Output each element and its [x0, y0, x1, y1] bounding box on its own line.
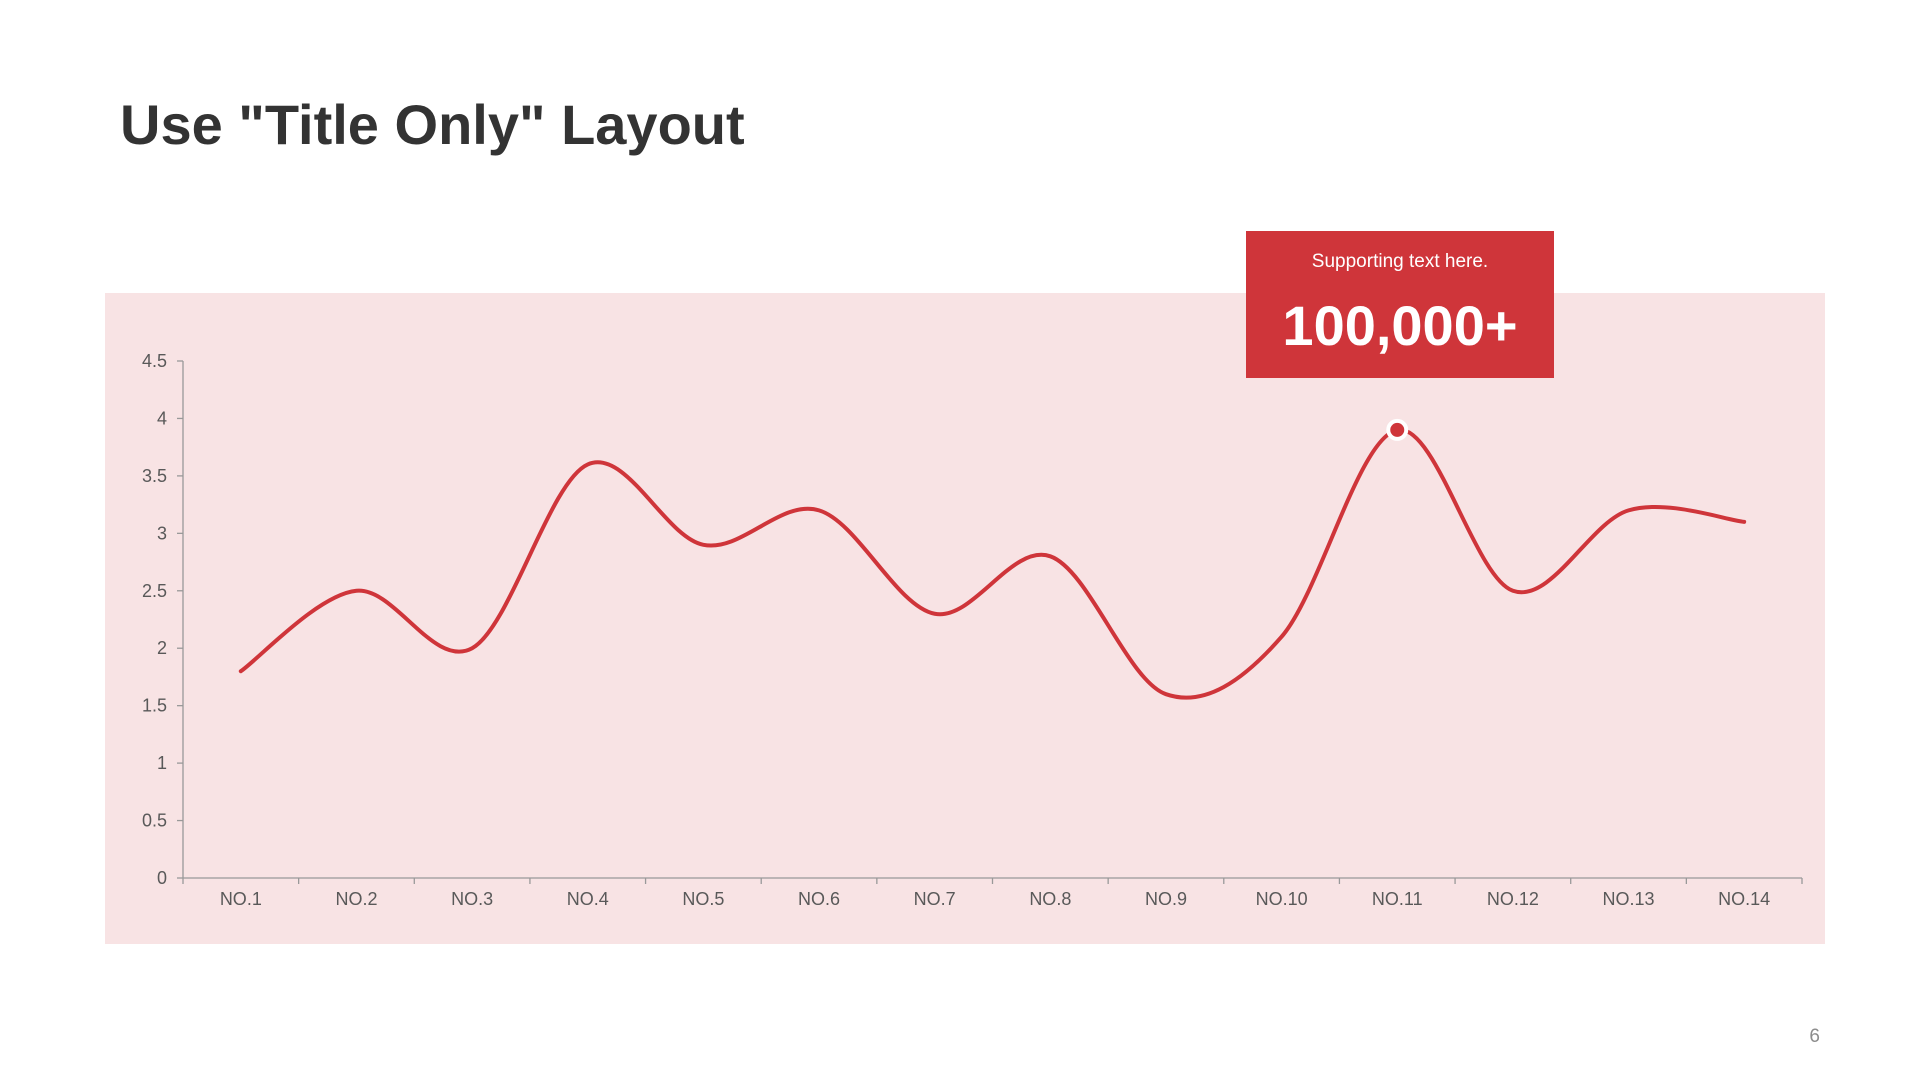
y-tick-label: 2.5	[142, 581, 167, 601]
page-number: 6	[1809, 1026, 1820, 1047]
y-tick-label: 0	[157, 868, 167, 888]
x-tick-label: NO.6	[798, 889, 840, 909]
x-tick-label: NO.12	[1487, 889, 1539, 909]
x-tick-label: NO.1	[220, 889, 262, 909]
x-tick-label: NO.14	[1718, 889, 1770, 909]
callout-box: Supporting text here. 100,000+	[1246, 231, 1554, 378]
y-tick-label: 3.5	[142, 466, 167, 486]
y-tick-label: 2	[157, 638, 167, 658]
x-tick-label: NO.7	[914, 889, 956, 909]
x-tick-label: NO.2	[335, 889, 377, 909]
callout-supporting-text: Supporting text here.	[1311, 251, 1489, 272]
y-tick-label: 3	[157, 523, 167, 543]
chart-panel	[105, 293, 1825, 944]
x-tick-label: NO.4	[567, 889, 609, 909]
y-tick-label: 1.5	[142, 696, 167, 716]
x-tick-label: NO.3	[451, 889, 493, 909]
x-tick-label: NO.13	[1603, 889, 1655, 909]
x-tick-label: NO.5	[682, 889, 724, 909]
x-tick-label: NO.9	[1145, 889, 1187, 909]
series-line-0	[238, 427, 1747, 700]
highlight-marker	[1386, 418, 1409, 441]
callout-value: 100,000+	[1282, 294, 1518, 357]
x-tick-label: NO.10	[1256, 889, 1308, 909]
x-tick-label: NO.11	[1372, 889, 1423, 909]
slide-title: Use "Title Only" Layout	[120, 93, 745, 156]
y-tick-label: 0.5	[142, 811, 167, 831]
y-tick-label: 4	[157, 408, 167, 428]
y-tick-label: 4.5	[142, 351, 167, 371]
x-tick-label: NO.8	[1029, 889, 1071, 909]
y-tick-label: 1	[157, 753, 167, 773]
